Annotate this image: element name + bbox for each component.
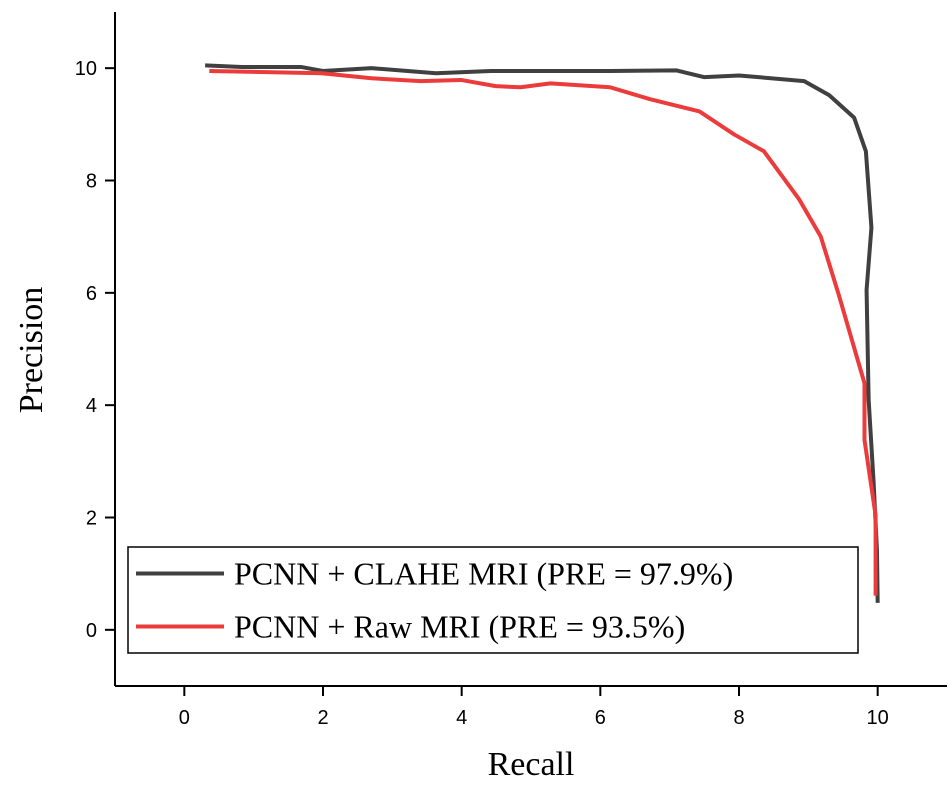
x-tick-label: 6 xyxy=(595,707,606,729)
y-axis-label: Precision xyxy=(13,287,50,414)
y-tick-label: 0 xyxy=(86,620,97,642)
legend-label: PCNN + CLAHE MRI (PRE = 97.9%) xyxy=(234,556,733,592)
x-axis-label: Recall xyxy=(488,746,575,783)
legend-label: PCNN + Raw MRI (PRE = 93.5%) xyxy=(234,609,685,645)
legend-box xyxy=(127,546,859,654)
y-tick-label: 4 xyxy=(86,395,97,417)
x-tick-label: 10 xyxy=(867,707,889,729)
x-tick-label: 2 xyxy=(317,707,328,729)
line xyxy=(209,68,878,596)
y-tick-label: 10 xyxy=(75,58,97,80)
y-tick-label: 8 xyxy=(86,171,97,193)
y-tick-label: 6 xyxy=(86,283,97,305)
x-tick-label: 8 xyxy=(733,707,744,729)
x-tick-label: 4 xyxy=(456,707,467,729)
x-tick-label: 0 xyxy=(179,707,190,729)
y-tick-label: 2 xyxy=(86,508,97,530)
line xyxy=(205,63,880,603)
